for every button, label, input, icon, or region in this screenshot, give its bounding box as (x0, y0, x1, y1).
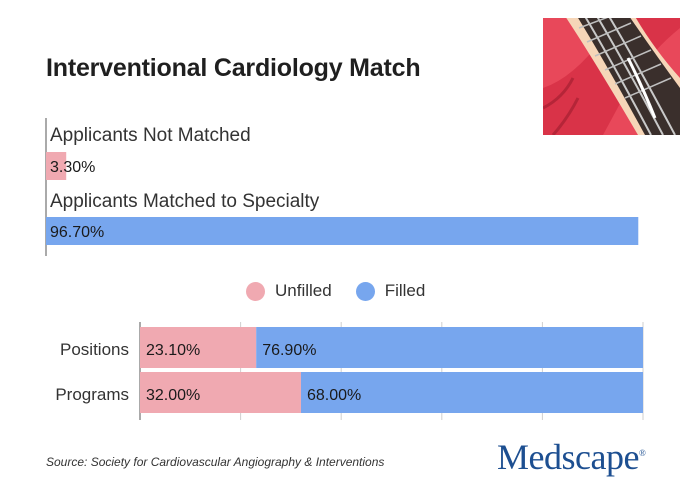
data-label: 68.00% (307, 387, 361, 404)
unfilled-swatch (246, 281, 265, 301)
category-label: Positions (60, 340, 129, 359)
stent-in-artery-illustration (543, 18, 680, 135)
legend-item-filled: Filled (355, 281, 426, 301)
chart-legend: Unfilled Filled (246, 281, 449, 301)
filled-swatch (355, 281, 375, 301)
source-note: Source: Society for Cardiovascular Angio… (46, 455, 385, 469)
medscape-logo: Medscape® (497, 437, 646, 477)
bar-segment-unfilled (140, 327, 257, 368)
data-label: 76.90% (262, 342, 316, 359)
data-label: 96.70% (50, 224, 104, 241)
bar-segment-unfilled (140, 372, 301, 413)
bar-1 (46, 217, 639, 245)
data-label: 32.00% (146, 387, 200, 404)
category-label: Applicants Matched to Specialty (50, 191, 320, 212)
data-label: 3.30% (50, 159, 95, 176)
legend-label-unfilled: Unfilled (275, 281, 332, 300)
data-label: 23.10% (146, 342, 200, 359)
category-label: Applicants Not Matched (50, 125, 251, 146)
legend-label-filled: Filled (384, 281, 426, 300)
logo-text: Medscape (497, 437, 639, 477)
chart-title: Interventional Cardiology Match (46, 54, 421, 82)
matching-bar-chart: Applicants Not Matched 3.30% Applicants Ma… (45, 118, 639, 256)
bar-segment-filled (300, 372, 643, 413)
bar-0 (46, 152, 67, 180)
legend-item-unfilled: Unfilled (246, 281, 332, 301)
category-label: Programs (55, 385, 129, 404)
bar-segment-filled (256, 327, 643, 368)
